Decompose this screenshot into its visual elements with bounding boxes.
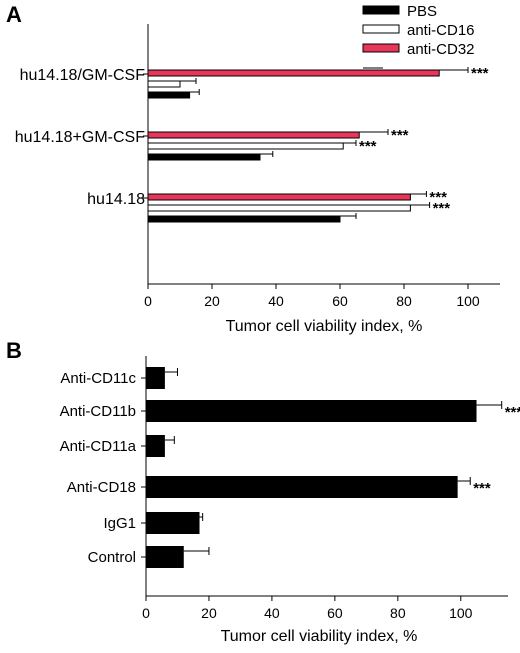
category-label-control: Control: [88, 549, 136, 566]
axis-b-tick-label: 40: [264, 605, 280, 621]
bar-anti-cd32-hu14-18: [147, 193, 411, 201]
category-label-anti-cd11a: Anti-CD11a: [60, 438, 137, 455]
significance-anti-cd18: ***: [473, 480, 491, 497]
significance-anti-cd16-hu14-18-gm-csf: ***: [359, 138, 377, 155]
panel-b-letter: B: [6, 338, 22, 363]
axis-b-tick-label: 100: [449, 605, 473, 621]
significance-anti-cd32-hu14-18: ***: [429, 189, 447, 206]
axis-b-tick-label: 0: [142, 605, 150, 621]
bar-anti-cd32-hu14-18-gm-csf: [147, 131, 360, 139]
bar-anti-cd16-hu14-18-gm-csf: [147, 80, 181, 88]
category-label-hu14-18-gm-csf: hu14.18+GM-CSF: [15, 129, 146, 146]
bar-igg1: [146, 512, 200, 534]
axis-a-tick-label: 60: [332, 293, 348, 309]
legend-label-anti-cd32: anti-CD32: [407, 41, 475, 58]
panel-b-chart: 0 20 40 60 80 100 Anti-CD11c Anti-CD11b *** Anti-…: [60, 356, 520, 645]
axis-a-tick-label: 100: [456, 293, 480, 309]
significance-anti-cd16-hu14-18: ***: [433, 200, 451, 217]
panel-a-letter: A: [6, 2, 22, 27]
panel-a-chart: 0 20 40 60 80 100 hu14.18/GM-CSF *** hu14.18+GM-…: [15, 3, 500, 335]
axis-a-tick-label: 80: [396, 293, 412, 309]
significance-anti-cd32-hu14-18-gm-csf: ***: [471, 65, 489, 82]
bar-anti-cd11a: [146, 435, 165, 457]
axis-a-tick-label: 20: [204, 293, 220, 309]
bar-pbs-hu14-18-gm-csf: [147, 91, 191, 99]
axis-a-tick-label: 40: [268, 293, 284, 309]
legend-swatch-pbs: [362, 5, 400, 15]
axis-a-tick-label: 0: [144, 293, 152, 309]
legend-swatch-anti-cd32: [362, 43, 400, 53]
bar-pbs-hu14-18-gm-csf: [147, 153, 261, 161]
bar-anti-cd11c: [146, 367, 165, 389]
bar-anti-cd18: [146, 476, 458, 498]
legend-label-pbs: PBS: [407, 3, 437, 20]
bar-anti-cd11b: [146, 400, 477, 422]
axis-b-tick-label: 20: [201, 605, 217, 621]
axis-b-tick-label: 60: [327, 605, 343, 621]
significance-anti-cd32-hu14-18-gm-csf: ***: [391, 127, 409, 144]
legend-swatch-anti-cd16: [362, 24, 400, 34]
bar-anti-cd16-hu14-18: [147, 204, 411, 212]
bar-anti-cd16-hu14-18-gm-csf: [147, 142, 344, 150]
axis-a-x-label: Tumor cell viability index, %: [226, 318, 423, 335]
axis-b-tick-label: 80: [390, 605, 406, 621]
category-label-anti-cd18: Anti-CD18: [67, 479, 136, 496]
bar-pbs-hu14-18: [147, 215, 341, 223]
bar-control: [146, 546, 184, 568]
bar-anti-cd32-hu14-18-gm-csf: [147, 69, 440, 77]
category-label-hu14-18: hu14.18: [87, 191, 145, 208]
legend-label-anti-cd16: anti-CD16: [407, 22, 475, 39]
category-label-anti-cd11b: Anti-CD11b: [60, 403, 136, 420]
significance-anti-cd11b: ***: [505, 404, 520, 421]
category-label-hu14-18-gm-csf: hu14.18/GM-CSF: [20, 67, 146, 84]
category-label-anti-cd11c: Anti-CD11c: [60, 370, 136, 387]
axis-b-x-label: Tumor cell viability index, %: [221, 628, 418, 645]
category-label-igg1: IgG1: [103, 515, 136, 532]
